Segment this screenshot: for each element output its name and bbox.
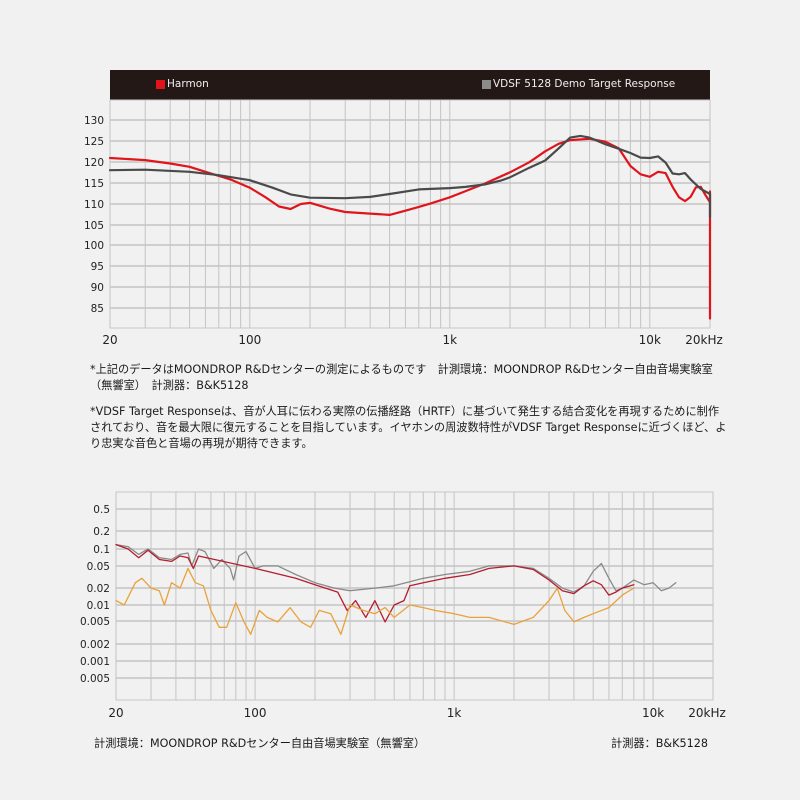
y-tick-label: 0.002 [80, 639, 110, 651]
x-tick-label: 1k [442, 333, 457, 347]
y-tick-label: 0.2 [93, 526, 110, 538]
x-axis-ticks: 20 100 1k 10k 20kHz [102, 333, 722, 347]
x-tick-label: 20kHz [685, 333, 723, 347]
y-axis-ticks: 0.5 0.2 0.1 0.05 0.02 0.01 0.005 0.002 0.001 0.00… [80, 504, 110, 685]
y-tick-label: 0.05 [87, 561, 110, 573]
vdsf-description-note: *VDSF Target Responseは、音が人耳に伝わる実際の伝播経路（H… [90, 405, 727, 450]
y-tick-label: 0.1 [93, 544, 110, 556]
legend-swatch-harmon [156, 79, 165, 89]
y-tick-label: 0.02 [87, 583, 110, 595]
legend-item-vdsf: VDSF 5128 Demo Target Response [482, 78, 675, 90]
x-tick-label: 100 [238, 333, 261, 347]
y-tick-label: 0.01 [87, 600, 110, 612]
data-series [115, 543, 677, 635]
distortion-chart: 0.5 0.2 0.1 0.05 0.02 0.01 0.005 0.002 0.001 0.00… [80, 491, 726, 720]
y-tick-label: 130 [84, 115, 104, 127]
x-tick-label: 100 [244, 706, 267, 720]
y-tick-label: 120 [84, 157, 104, 169]
y-tick-label: 110 [84, 199, 104, 211]
legend-label: Harmon [167, 78, 209, 90]
x-tick-label: 20kHz [688, 706, 726, 720]
data-series [108, 134, 712, 320]
y-tick-label: 0.5 [93, 504, 110, 516]
series-line [108, 137, 712, 320]
y-tick-label: 0.001 [80, 656, 110, 668]
legend-swatch-vdsf [482, 79, 491, 89]
footer-instrument: 計測器：B&K5128 [611, 737, 708, 750]
measurement-note: *上記のデータはMOONDROP R&Dセンターの測定によるものです 計測環境：… [90, 363, 713, 392]
y-tick-label: 0.005 [80, 673, 110, 685]
chart-legend: Harmon VDSF 5128 Demo Target Response [110, 70, 710, 100]
y-tick-label: 0.005 [80, 616, 110, 628]
legend-item-harmon: Harmon [156, 78, 209, 90]
x-tick-label: 20 [102, 333, 117, 347]
y-axis-ticks: 130 125 120 115 110 105 100 95 90 85 [84, 115, 104, 315]
y-tick-label: 105 [84, 220, 104, 232]
x-tick-label: 10k [642, 706, 664, 720]
x-tick-label: 20 [108, 706, 123, 720]
y-tick-label: 100 [84, 240, 104, 252]
y-tick-label: 115 [84, 178, 104, 190]
x-axis-ticks: 20 100 1k 10k 20kHz [108, 706, 725, 720]
series-line [115, 567, 635, 635]
footer-environment: 計測環境：MOONDROP R&Dセンター自由音場実験室（無響室） [94, 737, 426, 750]
chart-grid [115, 491, 714, 701]
y-tick-label: 85 [91, 303, 104, 315]
x-tick-label: 10k [639, 333, 661, 347]
x-tick-label: 1k [447, 706, 462, 720]
legend-label: VDSF 5128 Demo Target Response [493, 78, 676, 90]
y-tick-label: 90 [91, 282, 104, 294]
y-tick-label: 125 [84, 136, 104, 148]
series-line [108, 134, 712, 219]
y-tick-label: 95 [91, 261, 104, 273]
